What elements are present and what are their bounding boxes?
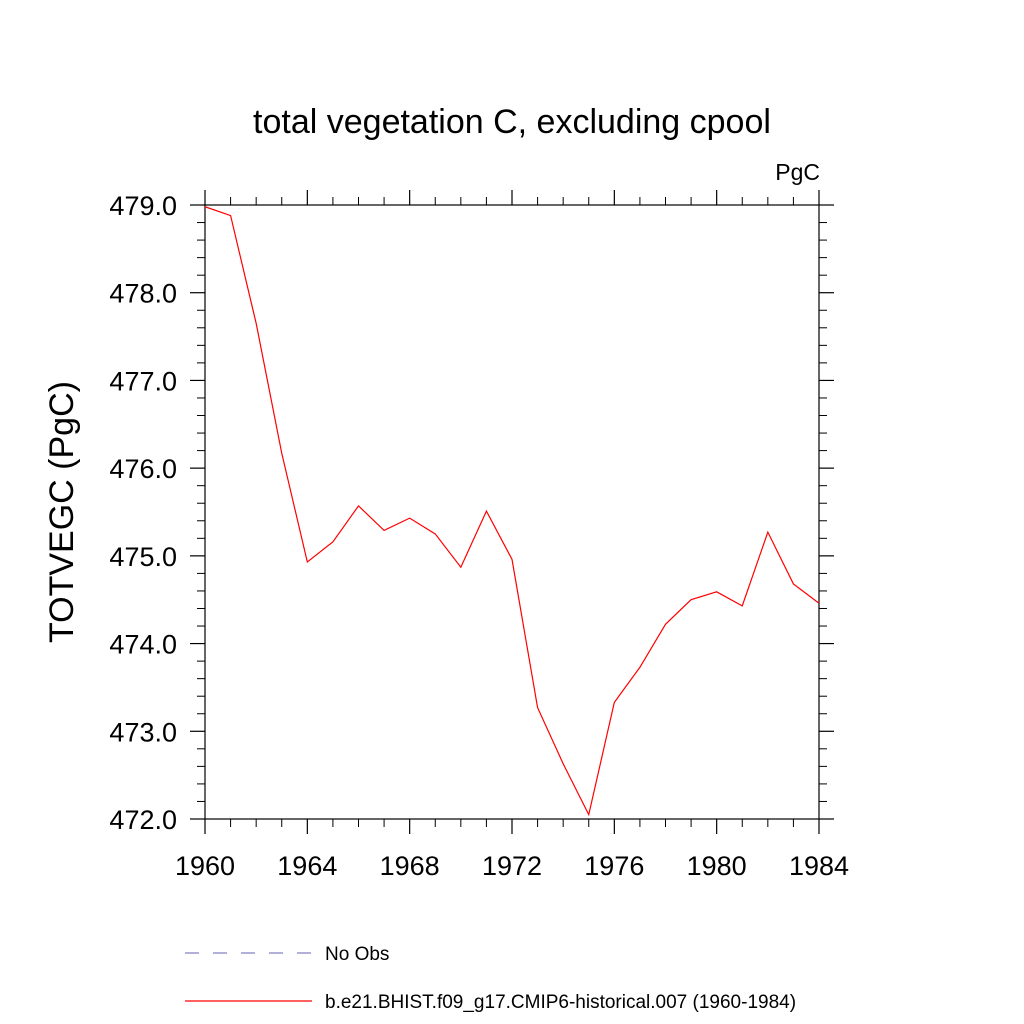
y-tick-label: 473.0 [109, 717, 177, 747]
legend-label-historical: b.e21.BHIST.f09_g17.CMIP6-historical.007… [325, 992, 796, 1013]
chart-title: total vegetation C, excluding cpool [253, 103, 771, 141]
legend-label-no-obs: No Obs [325, 944, 389, 965]
plot-frame [204, 204, 820, 820]
x-tick-label: 1976 [584, 851, 644, 881]
series-line [204, 206, 820, 817]
y-tick-labels: 472.0 473.0 474.0 475.0 476.0 477.0 478.0 479.0 [109, 191, 177, 835]
y-tick-label: 477.0 [109, 366, 177, 396]
x-tick-label: 1980 [687, 851, 747, 881]
minor-ticks [197, 197, 827, 827]
x-tick-label: 1960 [175, 851, 235, 881]
y-tick-label: 476.0 [109, 454, 177, 484]
x-tick-labels: 1960 1964 1968 1972 1976 1980 1984 [175, 851, 849, 881]
y-axis-label: TOTVEGC (PgC) [43, 381, 81, 643]
y-tick-label: 475.0 [109, 542, 177, 572]
x-tick-label: 1972 [482, 851, 542, 881]
major-ticks [190, 190, 834, 834]
legend: No Obs b.e21.BHIST.f09_g17.CMIP6-histori… [185, 944, 796, 1013]
y-tick-label: 479.0 [109, 191, 177, 221]
x-tick-label: 1984 [789, 851, 849, 881]
x-tick-label: 1964 [277, 851, 337, 881]
units-label: PgC [775, 159, 820, 185]
x-tick-label: 1968 [380, 851, 440, 881]
y-tick-label: 478.0 [109, 279, 177, 309]
y-tick-label: 472.0 [109, 805, 177, 835]
y-tick-label: 474.0 [109, 630, 177, 660]
